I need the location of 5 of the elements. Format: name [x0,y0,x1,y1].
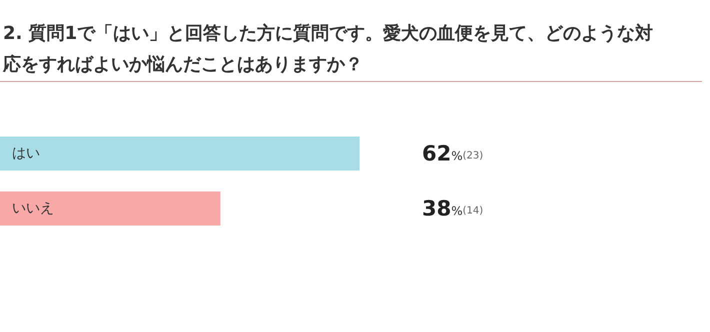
y-tick-label: いいえ [12,200,54,216]
data-label: 62%(23) [422,142,484,166]
data-label: 38%(14) [422,196,484,220]
y-tick-label: はい [12,146,40,162]
chart-title: 2. 質問1で「はい」と回答した方に質問です。愛犬の血便を見て、どのような対応をすればよいか悩んだことはありますか？ [2,22,654,77]
